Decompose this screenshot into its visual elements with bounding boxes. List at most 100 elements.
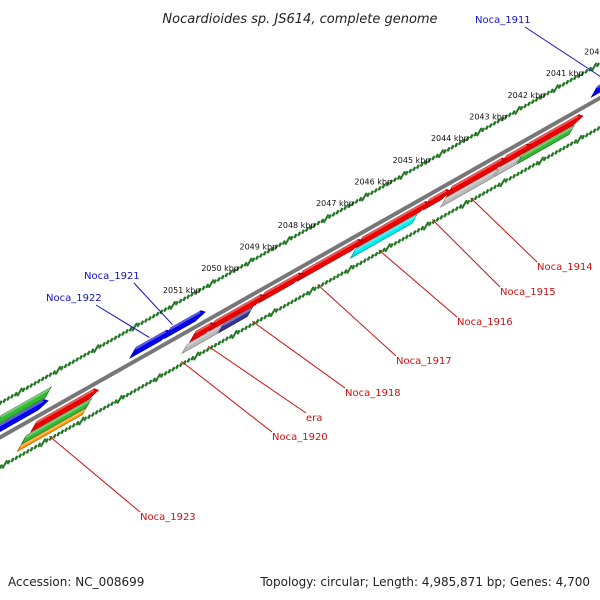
minor-tick — [462, 138, 466, 143]
gene-feature-red[interactable] — [296, 238, 364, 283]
minor-tick — [0, 464, 3, 469]
minor-tick — [561, 82, 566, 87]
gene-feature-blue[interactable] — [590, 82, 600, 98]
minor-tick — [194, 290, 198, 295]
gene-feature-red[interactable] — [188, 322, 216, 343]
minor-tick — [465, 136, 470, 141]
minor-tick — [262, 251, 267, 256]
gene-feature-blue[interactable] — [128, 329, 172, 360]
gene-feature-green[interactable] — [20, 397, 93, 446]
major-tick — [399, 170, 406, 180]
minor-tick — [175, 364, 179, 370]
minor-tick — [75, 357, 79, 362]
minor-tick — [266, 248, 271, 254]
minor-tick — [531, 99, 535, 104]
gene-feature-cyan[interactable] — [349, 213, 418, 260]
minor-tick — [33, 444, 38, 450]
gene-feature-red[interactable] — [208, 294, 266, 333]
gene-feature-red[interactable] — [257, 272, 304, 304]
gene-feature-gray[interactable] — [439, 168, 499, 209]
minor-tick — [546, 154, 551, 159]
minor-tick — [439, 215, 444, 220]
major-tick — [208, 279, 215, 289]
minor-tick — [396, 175, 401, 180]
minor-tick — [393, 177, 397, 182]
minor-tick — [0, 400, 3, 406]
minor-tick — [473, 131, 478, 137]
gene-label[interactable]: Noca_1918 — [345, 388, 401, 399]
gene-label[interactable]: Noca_1916 — [457, 317, 513, 328]
minor-tick — [335, 209, 340, 215]
feature-highlight — [504, 144, 527, 159]
gene-feature-orange[interactable] — [16, 407, 87, 453]
minor-tick — [136, 322, 141, 328]
major-tick — [461, 199, 468, 209]
minor-tick — [110, 401, 114, 406]
minor-tick — [546, 90, 550, 96]
gene-label[interactable]: Noca_1920 — [272, 432, 328, 443]
feature-highlight — [596, 84, 600, 89]
gene-feature-gray[interactable] — [493, 155, 522, 178]
gene-feature-red[interactable] — [355, 200, 431, 249]
minor-tick — [125, 329, 129, 334]
minor-tick — [489, 186, 493, 192]
gene-feature-red[interactable] — [445, 157, 507, 198]
minor-tick — [190, 292, 194, 297]
gene-label[interactable]: Noca_1921 — [84, 271, 140, 282]
gene-label[interactable]: era — [306, 413, 322, 424]
gene-label[interactable]: Noca_1911 — [475, 15, 531, 26]
minor-tick — [458, 140, 462, 146]
minor-tick — [339, 207, 344, 213]
minor-tick — [213, 342, 218, 348]
minor-tick — [71, 359, 76, 364]
gene-label[interactable]: Noca_1917 — [396, 356, 452, 367]
major-tick — [93, 344, 100, 354]
minor-tick — [504, 114, 508, 120]
gene-leader-line — [524, 26, 600, 77]
gene-feature-blue[interactable] — [163, 310, 206, 340]
gene-label[interactable]: Noca_1914 — [537, 262, 593, 273]
minor-tick — [68, 425, 72, 430]
minor-tick — [312, 222, 317, 228]
tick-label: 2049 kbp — [239, 243, 277, 252]
feature-highlight — [527, 115, 579, 146]
minor-tick — [382, 247, 386, 253]
minor-tick — [412, 230, 417, 235]
gene-feature-gray[interactable] — [181, 324, 223, 355]
gene-feature-green[interactable] — [516, 124, 575, 165]
minor-tick — [44, 374, 49, 380]
minor-tick — [217, 340, 222, 346]
minor-tick — [481, 127, 485, 133]
minor-tick — [137, 386, 141, 391]
accession-text: Accession: NC_008699 — [8, 575, 144, 589]
gene-feature-navy[interactable] — [217, 306, 254, 334]
minor-tick — [534, 97, 539, 102]
gene-label[interactable]: Noca_1922 — [46, 293, 102, 304]
minor-tick — [33, 381, 37, 386]
major-tick — [78, 416, 85, 426]
gene-label[interactable]: Noca_1923 — [140, 512, 196, 523]
minor-tick — [239, 264, 244, 269]
gene-feature-red[interactable] — [522, 114, 584, 155]
minor-tick — [167, 368, 172, 374]
gene-feature-red[interactable] — [29, 388, 100, 433]
gene-label[interactable]: Noca_1915 — [500, 287, 556, 298]
minor-tick — [474, 195, 478, 201]
feature-highlight — [361, 201, 426, 240]
gene-feature-red[interactable] — [422, 189, 452, 211]
minor-tick — [274, 308, 279, 313]
minor-tick — [389, 243, 394, 248]
minor-tick — [213, 279, 217, 284]
major-tick — [423, 221, 429, 231]
major-tick — [1, 459, 8, 469]
minor-tick — [488, 123, 493, 128]
minor-tick — [29, 383, 33, 388]
gene-feature-red[interactable] — [499, 143, 532, 168]
minor-tick — [52, 433, 57, 439]
minor-tick — [420, 225, 424, 231]
minor-tick — [584, 69, 589, 74]
gene-feature-green[interactable] — [0, 386, 53, 426]
minor-tick — [454, 142, 459, 148]
feature-highlight — [0, 399, 44, 427]
gene-feature-blue[interactable] — [0, 399, 49, 439]
